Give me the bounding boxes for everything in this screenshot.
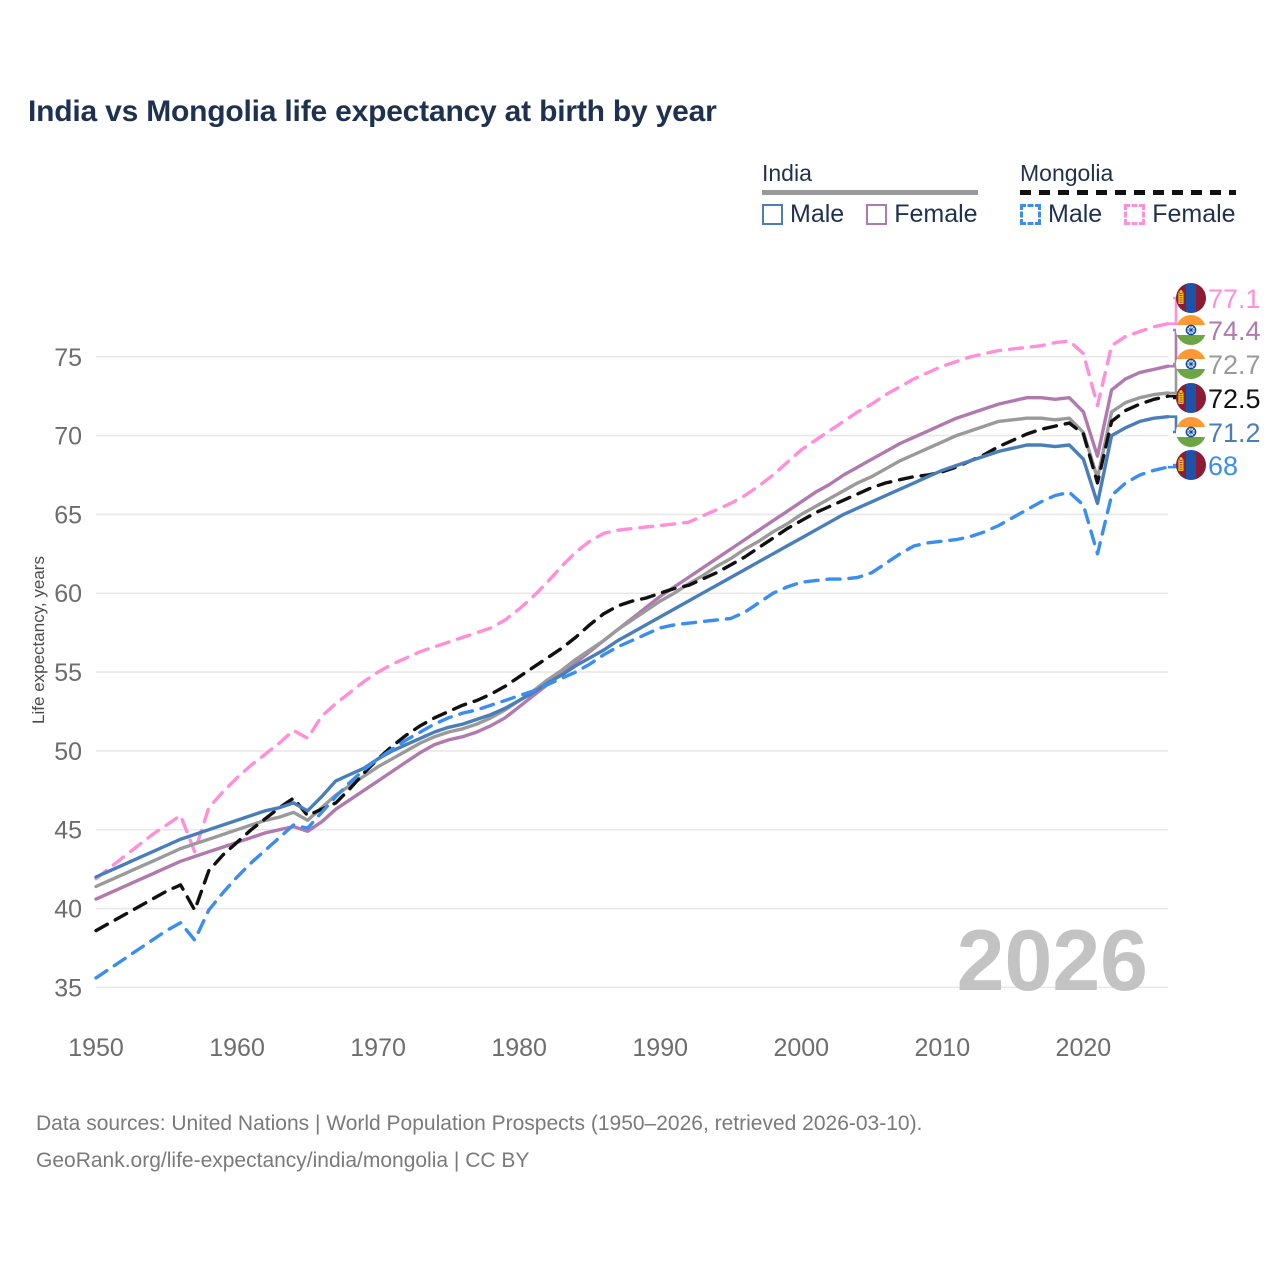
india-flag-icon (1176, 417, 1206, 447)
series-line-mongolia-female (94, 321, 1170, 881)
legend-country-rule-mongolia (1020, 190, 1236, 195)
series-connector (1168, 362, 1178, 395)
x-tick-label: 1960 (209, 1034, 265, 1062)
series-connector (1168, 394, 1178, 400)
series-line-mongolia-male (94, 465, 1170, 980)
y-tick-label: 35 (54, 974, 82, 1002)
series-end-label: 72.7 (1208, 350, 1261, 380)
india-flag-icon (1176, 349, 1206, 379)
x-tick-label: 1970 (350, 1034, 406, 1062)
y-axis-title: Life expectancy, years (29, 556, 48, 724)
legend-country-label: India (762, 160, 812, 186)
legend-group-india: India Male Female (762, 160, 978, 227)
legend-item-india-male[interactable]: Male (762, 202, 844, 227)
legend-item-label: Female (894, 200, 978, 228)
series-end-label: 74.4 (1208, 316, 1261, 346)
legend-item-label: Male (790, 200, 845, 228)
y-tick-label: 55 (54, 659, 82, 687)
series-line-india-male (94, 415, 1170, 879)
legend-item-mongolia-male[interactable]: Male (1020, 202, 1102, 227)
data-series-lines (94, 321, 1170, 980)
x-tick-label: 1950 (68, 1034, 124, 1062)
series-end-label: 68 (1208, 451, 1238, 481)
series-connector (1168, 328, 1178, 368)
mongolia-flag-icon (1176, 450, 1206, 480)
legend-country-rule-india (762, 190, 978, 195)
watermark-text: 2026 (957, 913, 1148, 1009)
series-connector (1168, 415, 1178, 434)
mongolia-flag-icon (1176, 383, 1206, 413)
series-line-india-female (94, 364, 1170, 901)
y-tick-label: 50 (54, 738, 82, 766)
mongolia-flag-icon (1176, 283, 1206, 313)
legend-swatch-icon (762, 204, 783, 225)
y-tick-label: 65 (54, 501, 82, 529)
footer-line-2: GeoRank.org/life-expectancy/india/mongol… (36, 1149, 530, 1172)
footer-line-1: Data sources: United Nations | World Pop… (36, 1112, 923, 1135)
legend-item-label: Male (1048, 200, 1103, 228)
y-axis-ticks: 35 40 45 50 55 60 65 70 75 (54, 344, 82, 1003)
x-tick-label: 2010 (915, 1034, 971, 1062)
series-line-india (94, 391, 1170, 889)
footer-credits: Data sources: United Nations | World Pop… (36, 1105, 922, 1179)
legend-swatch-icon (866, 204, 888, 225)
y-tick-label: 45 (54, 817, 82, 845)
y-tick-label: 40 (54, 896, 82, 924)
series-end-label: 77.1 (1208, 284, 1261, 314)
x-tick-label: 2000 (773, 1034, 829, 1062)
y-tick-label: 70 (54, 423, 82, 451)
series-end-label: 71.2 (1208, 418, 1261, 448)
legend-swatch-icon (1124, 204, 1146, 225)
x-tick-label: 2020 (1056, 1034, 1112, 1062)
watermark-year: 2026 (957, 913, 1148, 1009)
series-connector (1168, 463, 1178, 469)
y-tick-label: 75 (54, 344, 82, 372)
legend-item-mongolia-female[interactable]: Female (1124, 200, 1236, 228)
series-end-label: 72.5 (1208, 384, 1261, 414)
x-axis-ticks: 1950 1960 1970 1980 1990 2000 2010 2020 (68, 1034, 1111, 1062)
x-tick-label: 1990 (632, 1034, 688, 1062)
series-connector (1168, 296, 1178, 325)
india-flag-icon (1176, 315, 1206, 345)
y-tick-label: 60 (54, 580, 82, 608)
grid-lines (96, 355, 1168, 989)
legend-country-label: Mongolia (1020, 160, 1114, 186)
series-line-mongolia (94, 394, 1170, 933)
legend-group-mongolia: Mongolia Male Female (1020, 160, 1236, 227)
x-tick-label: 1980 (491, 1034, 547, 1062)
chart-legend: India Male Female Mongolia Male (762, 160, 1252, 240)
series-end-labels: 77.174.4 72.7 72.5 71.268 (1168, 283, 1261, 481)
legend-swatch-icon (1020, 204, 1041, 225)
page-title: India vs Mongolia life expectancy at bir… (28, 95, 717, 128)
legend-item-label: Female (1152, 200, 1236, 228)
legend-item-india-female[interactable]: Female (866, 200, 978, 228)
